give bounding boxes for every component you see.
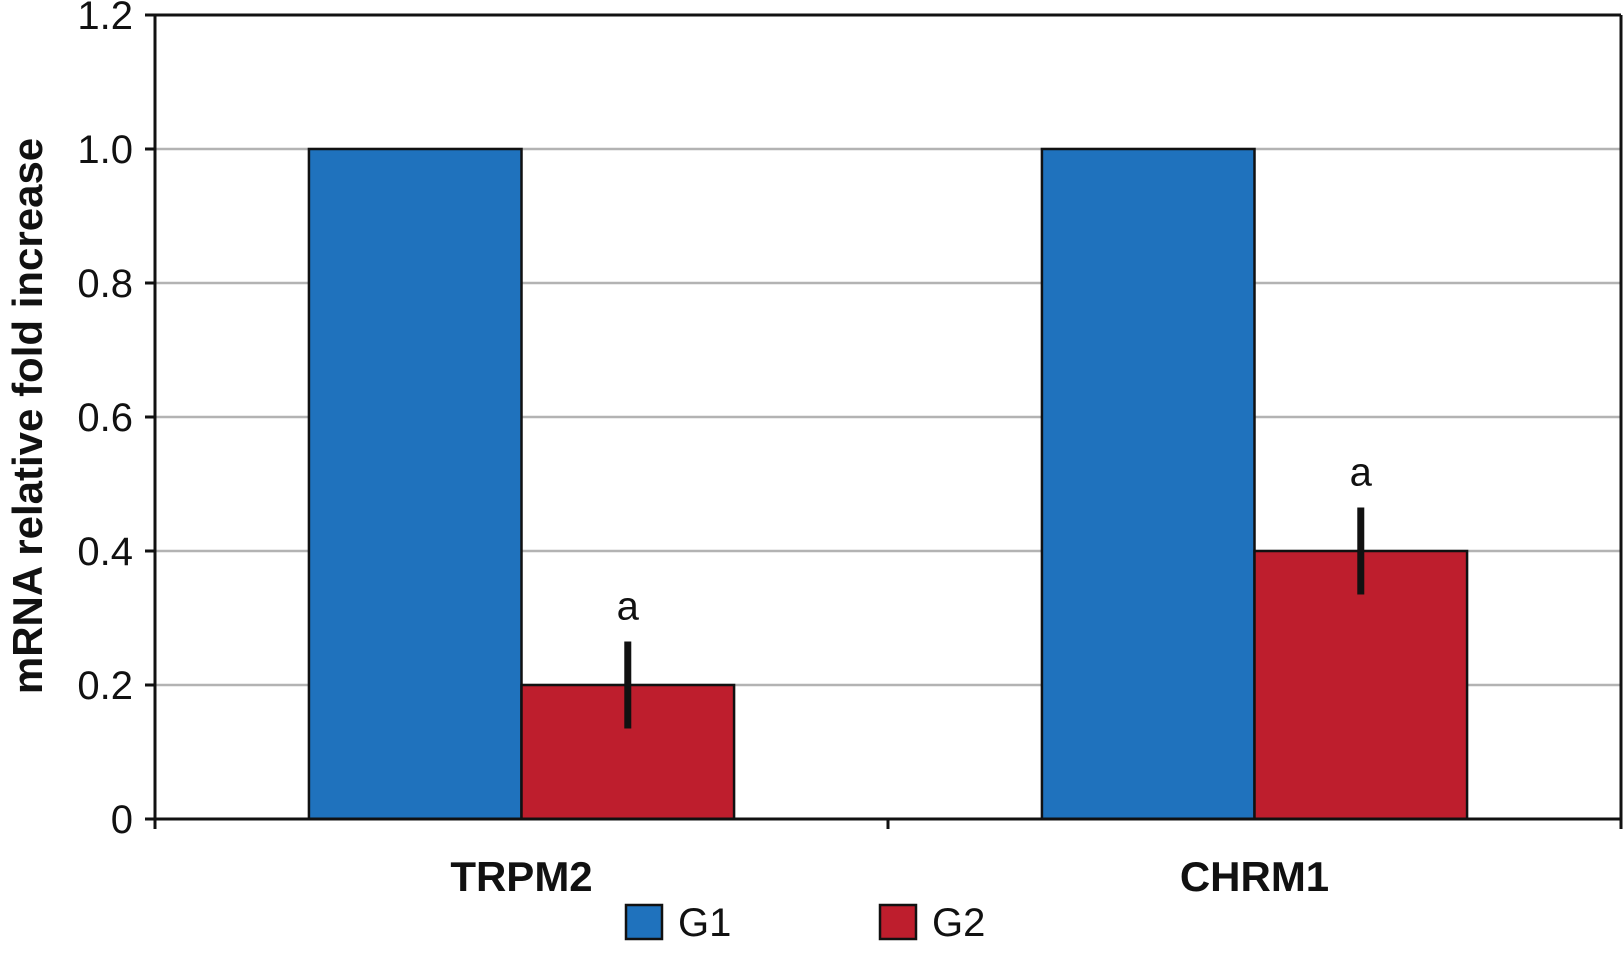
x-category-label: CHRM1: [1180, 853, 1329, 900]
significance-annotations: aa: [617, 450, 1373, 628]
axes: [145, 13, 1623, 829]
legend-label-g2: G2: [932, 901, 985, 945]
bar-g1-chrm1: [1040, 147, 1256, 821]
y-tick-label: 0: [111, 798, 133, 842]
y-tick-label: 0.6: [77, 396, 133, 440]
y-tick-label: 1.0: [77, 128, 133, 172]
bars: [307, 147, 1469, 821]
y-tick-label: 0.2: [77, 664, 133, 708]
error-bars: [624, 507, 1365, 729]
legend: G1 G2: [624, 901, 985, 945]
y-axis-label: mRNA relative fold increase: [4, 138, 51, 694]
y-tick-label: 1.2: [77, 0, 133, 38]
legend-label-g1: G1: [678, 901, 731, 945]
bar-g1-trpm2: [307, 147, 523, 821]
y-tick-label: 0.8: [77, 262, 133, 306]
significance-annotation: a: [1350, 450, 1373, 494]
x-category-labels: TRPM2 CHRM1: [450, 853, 1329, 900]
legend-swatch-g1: [624, 903, 664, 941]
significance-annotation: a: [617, 584, 640, 628]
x-category-label: TRPM2: [450, 853, 592, 900]
y-tick-label: 0.4: [77, 530, 133, 574]
bar-g2-chrm1: [1253, 549, 1469, 821]
y-tick-labels: 0 0.2 0.4 0.6 0.8 1.0 1.2: [77, 0, 133, 842]
legend-swatch-g2: [878, 903, 918, 941]
